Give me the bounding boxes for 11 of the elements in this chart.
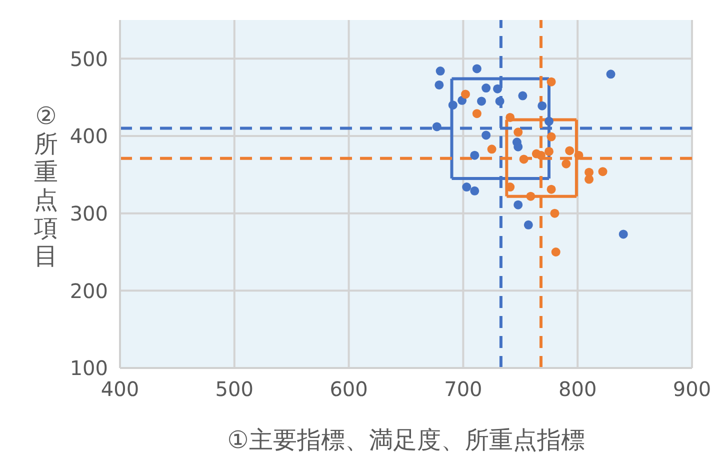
x-tick-label: 600: [330, 377, 368, 402]
x-tick-label: 500: [215, 377, 254, 402]
y-tick-label: 200: [70, 278, 108, 303]
x-tick-label: 700: [444, 377, 482, 402]
x-tick-label: 900: [672, 377, 712, 402]
y-tick-label: 300: [70, 201, 108, 226]
y-tick-label: 400: [70, 124, 108, 148]
x-axis-title: ①主要指標、満足度、所重点指標: [227, 426, 585, 454]
y-tick-label: 500: [70, 46, 108, 71]
y-axis-title: ②所重点項目: [33, 102, 58, 270]
x-tick-label: 800: [558, 377, 597, 402]
